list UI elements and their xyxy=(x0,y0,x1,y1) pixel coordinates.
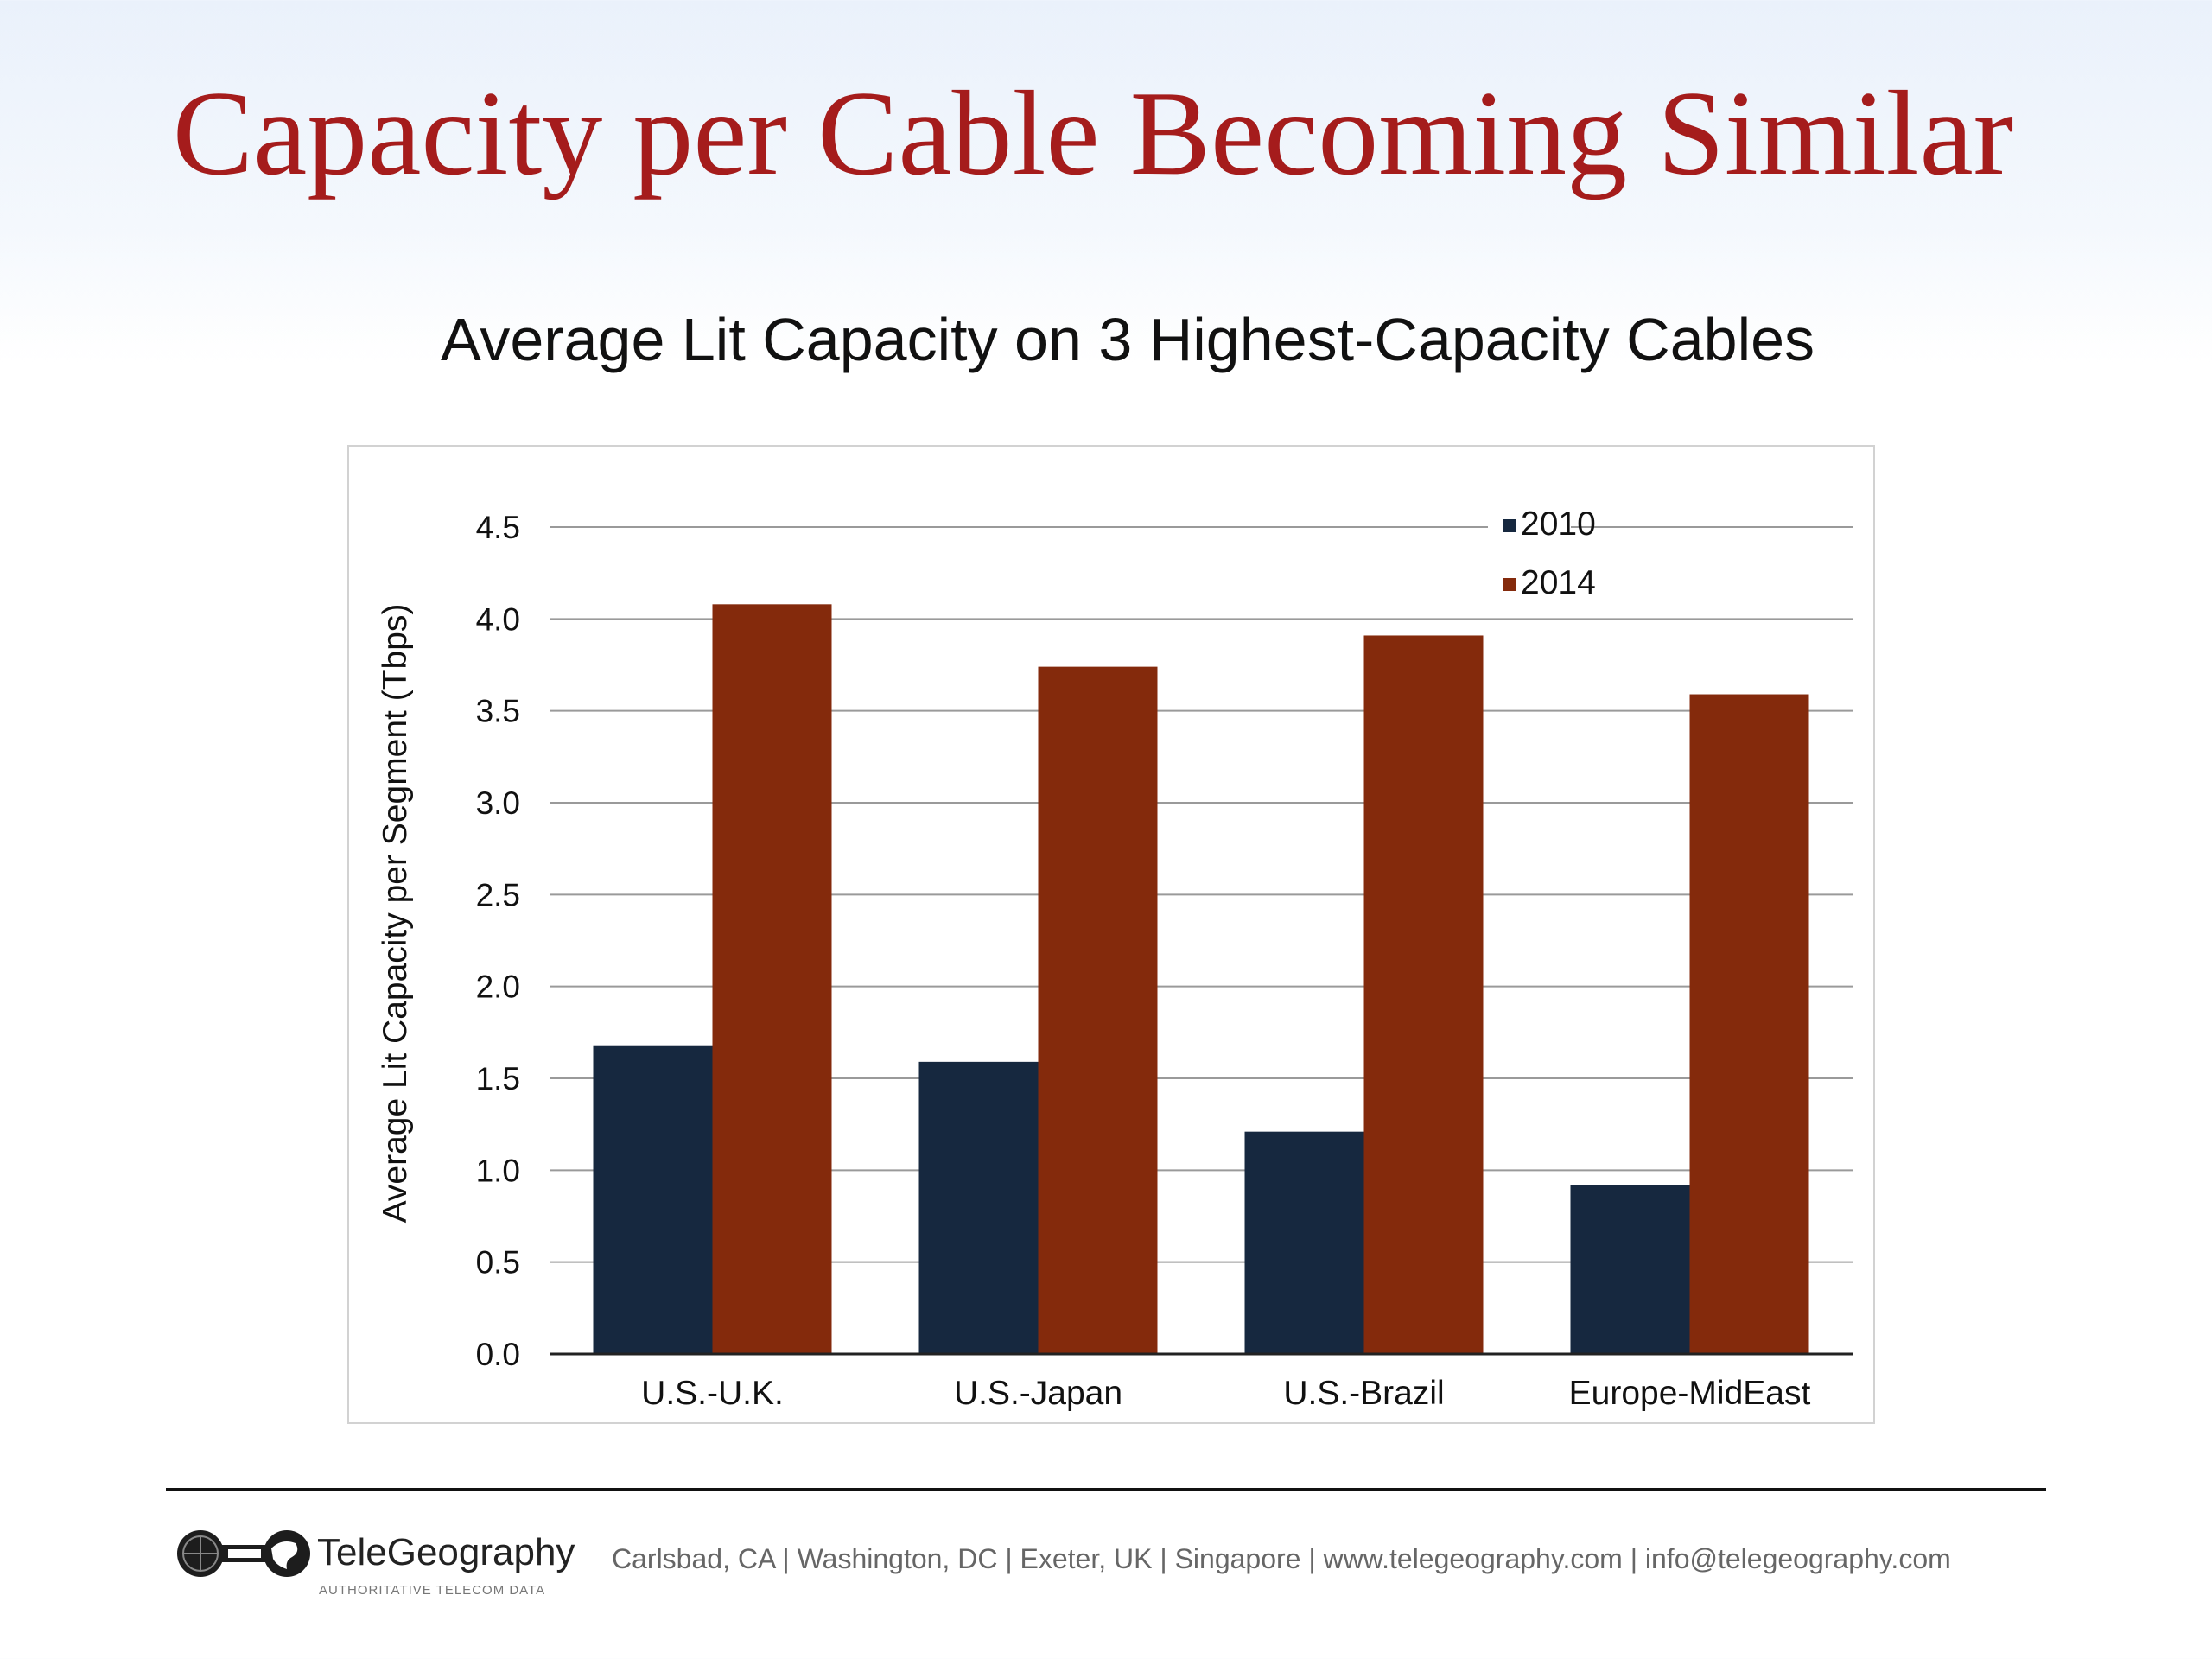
x-tick-label: U.S.-Brazil xyxy=(1283,1375,1444,1412)
footer-divider xyxy=(166,1488,2046,1491)
y-tick-label: 1.0 xyxy=(476,1153,520,1188)
chart-frame: 0.0 0.5 1.0 1.5 2.0 2.5 3.0 3.5 4.0 4.5 U.S.-U.K. U… xyxy=(347,445,1875,1424)
legend-swatch-2010 xyxy=(1503,519,1516,532)
bars xyxy=(593,604,1809,1354)
slide-title: Capacity per Cable Becoming Similar xyxy=(172,67,2014,200)
legend-swatch-2014 xyxy=(1503,578,1516,591)
y-tick-label: 4.0 xyxy=(476,601,520,637)
bar-2014-2 xyxy=(1363,635,1484,1354)
chart-title: Average Lit Capacity on 3 Highest-Capaci… xyxy=(440,306,1815,373)
bar-2010-1 xyxy=(918,1061,1039,1354)
y-tick-label: 4.5 xyxy=(476,510,520,545)
y-tick-label: 1.5 xyxy=(476,1061,520,1096)
y-tick-label: 3.0 xyxy=(476,785,520,821)
bar-2010-0 xyxy=(593,1045,713,1354)
x-tick-label: U.S.-Japan xyxy=(954,1375,1122,1412)
y-tick-label: 2.5 xyxy=(476,877,520,912)
y-tick-label: 2.0 xyxy=(476,969,520,1005)
bar-2010-2 xyxy=(1244,1131,1364,1354)
logo-tagline: AUTHORITATIVE TELECOM DATA xyxy=(319,1583,546,1598)
bar-chart: 0.0 0.5 1.0 1.5 2.0 2.5 3.0 3.5 4.0 4.5 U.S.-U.K. U… xyxy=(377,505,1853,1412)
bar-2014-0 xyxy=(712,604,832,1354)
legend-label-2010: 2010 xyxy=(1521,505,1596,543)
legend-label-2014: 2014 xyxy=(1521,564,1596,601)
y-axis-label: Average Lit Capacity per Segment (Tbps) xyxy=(377,604,414,1224)
logo-name: TeleGeography xyxy=(317,1531,575,1573)
bar-2014-1 xyxy=(1038,666,1158,1354)
legend-background xyxy=(1488,507,1571,611)
axes: 0.0 0.5 1.0 1.5 2.0 2.5 3.0 3.5 4.0 4.5 U.S.-U.K. U… xyxy=(476,510,1853,1412)
telegeography-logo-icon xyxy=(177,1530,310,1577)
y-tick-label: 3.5 xyxy=(476,694,520,729)
bar-2014-3 xyxy=(1689,694,1809,1354)
legend: 2010 2014 xyxy=(1488,505,1596,611)
y-tick-label: 0.0 xyxy=(476,1337,520,1372)
footer-contact-info: Carlsbad, CA | Washington, DC | Exeter, … xyxy=(612,1543,1951,1574)
x-tick-label: U.S.-U.K. xyxy=(641,1375,784,1412)
y-tick-label: 0.5 xyxy=(476,1245,520,1281)
x-tick-label: Europe-MidEast xyxy=(1569,1375,1811,1412)
telegeography-logo: TeleGeography AUTHORITATIVE TELECOM DATA xyxy=(175,1522,575,1609)
bar-2010-3 xyxy=(1570,1185,1690,1354)
